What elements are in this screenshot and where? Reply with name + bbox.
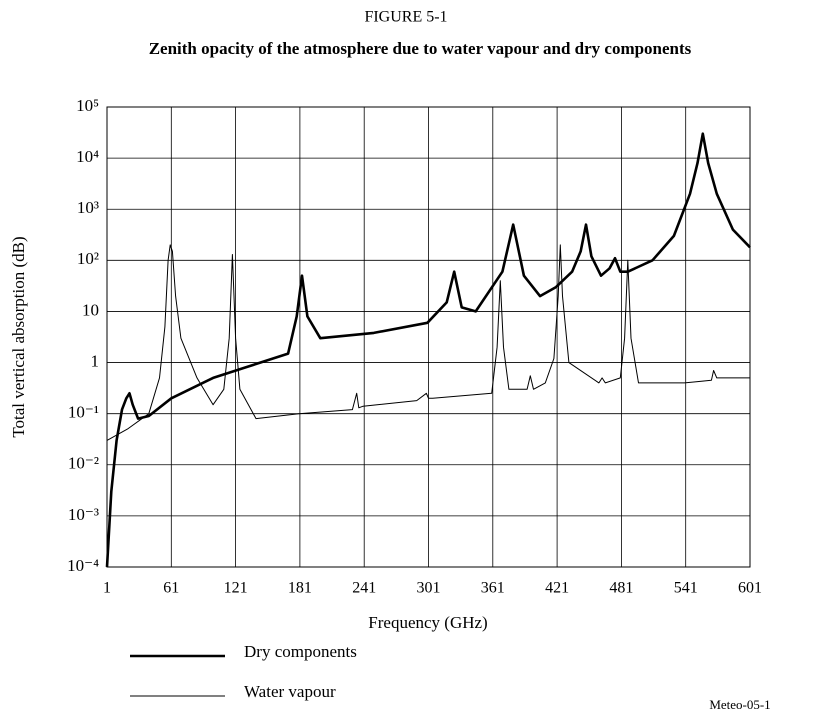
x-tick-label: 1 <box>103 580 111 597</box>
legend-label: Dry components <box>244 642 357 661</box>
x-tick-label: 121 <box>224 580 248 597</box>
y-tick-label: 10⁻¹ <box>68 403 99 422</box>
note: Meteo-05-1 <box>709 697 770 712</box>
x-tick-label: 61 <box>163 580 179 597</box>
x-tick-label: 361 <box>481 580 505 597</box>
y-tick-label: 10⁻⁴ <box>67 556 99 575</box>
x-tick-label: 541 <box>674 580 698 597</box>
y-tick-label: 10 <box>82 300 99 319</box>
y-tick-label: 10³ <box>77 198 99 217</box>
y-tick-label: 10⁴ <box>76 147 99 166</box>
y-tick-label: 10⁻² <box>68 454 99 473</box>
x-tick-label: 601 <box>738 580 762 597</box>
x-tick-label: 301 <box>417 580 441 597</box>
x-tick-label: 421 <box>545 580 569 597</box>
figure-label: FIGURE 5-1 <box>364 9 447 26</box>
y-tick-label: 10⁻³ <box>68 505 99 524</box>
plot-frame <box>106 106 751 568</box>
x-tick-label: 481 <box>609 580 633 597</box>
x-axis-label: Frequency (GHz) <box>368 613 487 632</box>
series-line <box>106 244 750 441</box>
y-tick-label: 1 <box>91 351 100 370</box>
chart-title: Zenith opacity of the atmosphere due to … <box>149 39 692 58</box>
x-tick-label: 181 <box>288 580 312 597</box>
x-tick-label: 241 <box>352 580 376 597</box>
legend-label: Water vapour <box>244 682 336 701</box>
y-tick-label: 10² <box>77 249 99 268</box>
y-tick-label: 10⁵ <box>76 96 99 115</box>
y-axis-label: Total vertical absorption (dB) <box>9 236 28 437</box>
